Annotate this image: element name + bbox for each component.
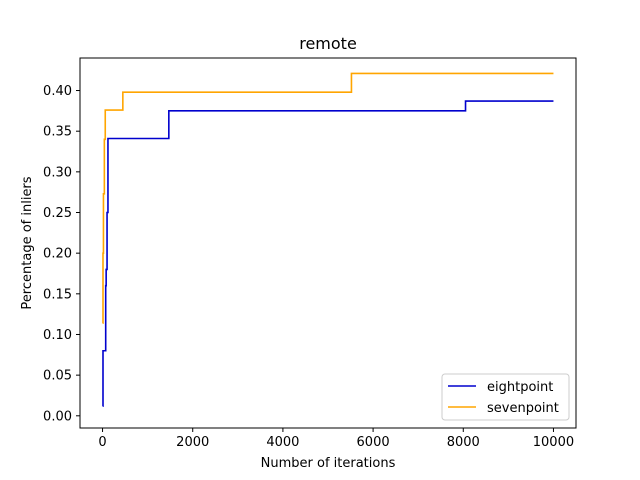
x-tick-label: 2000 <box>176 435 209 450</box>
y-tick-label: 0.10 <box>43 328 72 343</box>
chart-title: remote <box>299 34 357 53</box>
y-tick-label: 0.25 <box>43 206 72 221</box>
x-tick-label: 8000 <box>447 435 480 450</box>
x-tick-label: 4000 <box>266 435 299 450</box>
series-layer <box>102 72 554 407</box>
series-line-eightpoint <box>102 100 554 407</box>
legend: eightpoint sevenpoint <box>441 373 570 421</box>
y-tick-label: 0.35 <box>43 125 72 140</box>
y-tick-label: 0.40 <box>43 84 72 99</box>
x-axis-title: Number of iterations <box>261 456 396 471</box>
x-axis-ticks: 0 2000 4000 6000 8000 10000 <box>98 428 574 450</box>
y-tick-label: 0.30 <box>43 165 72 180</box>
y-axis-ticks: 0.00 0.05 0.10 0.15 0.20 0.25 0.30 0.35 0.40 <box>43 84 80 424</box>
legend-label-eightpoint: eightpoint <box>487 380 553 395</box>
y-tick-label: 0.05 <box>43 369 72 384</box>
series-line-sevenpoint <box>102 72 554 324</box>
plot-frame <box>79 57 577 429</box>
y-tick-label: 0.20 <box>43 247 72 262</box>
plot-area: 0 2000 4000 6000 8000 10000 0.000.050.100.150… <box>43 57 577 450</box>
y-tick-label: 0.15 <box>43 287 72 302</box>
x-tick-label: 6000 <box>357 435 390 450</box>
legend-label-sevenpoint: sevenpoint <box>487 401 559 416</box>
x-tick-label: 10000 <box>533 435 574 450</box>
x-tick-label: 0 <box>98 435 106 450</box>
y-axis-title: Percentage of inliers <box>20 176 35 309</box>
y-tick-label: 0.00 <box>43 409 72 424</box>
